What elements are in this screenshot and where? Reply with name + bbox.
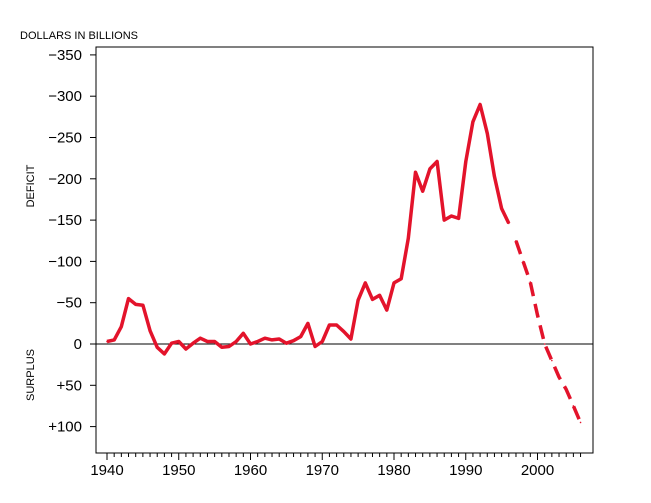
unit-label: DOLLARS IN BILLIONS [20,30,138,42]
data-point [522,260,524,263]
data-point [106,340,108,343]
data-point [113,339,115,341]
data-point [565,388,567,391]
x-tick-label: 2000 [521,462,554,479]
data-point [436,160,438,163]
data-point [378,294,381,297]
data-point [551,359,553,362]
data-point [464,160,467,163]
data-point [170,342,173,344]
series-layer [106,102,583,424]
y-tick-label: +100 [48,419,82,436]
data-point [393,282,395,284]
data-point [536,314,539,316]
data-point [486,132,489,135]
y-tick-label: −150 [48,212,82,229]
data-point [149,329,151,332]
data-point [285,342,288,344]
data-point [472,121,474,123]
data-point [328,324,331,326]
y-axis-title-surplus: SURPLUS [25,349,37,401]
plot-frame [95,46,594,454]
x-tick-label: 1960 [234,462,267,479]
data-point [407,237,410,240]
data-point [120,325,123,328]
data-point [228,345,230,348]
data-point [235,340,237,343]
data-point [314,345,316,348]
data-point [515,239,517,242]
x-tick-label: 1970 [306,462,339,479]
data-point [579,421,582,424]
data-point [400,277,402,280]
data-point [199,337,202,340]
data-point [529,281,532,283]
data-point [213,340,216,343]
data-point [386,309,388,311]
y-tick-label: −50 [57,295,82,312]
data-point [371,298,374,301]
data-point [493,175,496,178]
data-point [271,339,273,341]
y-tick-label: −250 [48,130,82,147]
x-tick-label: 1940 [90,462,123,479]
data-point [163,353,166,355]
y-tick-label: −200 [48,171,82,188]
data-point [450,215,453,217]
data-point [256,340,259,343]
projected-line [514,240,583,424]
y-axis-title-deficit: DEFICIT [25,164,37,207]
data-point [342,330,345,333]
data-point [142,304,144,306]
data-point [558,376,560,378]
x-tick-label: 1980 [377,462,410,479]
actual-line [106,102,511,356]
data-point [127,297,130,300]
data-point [299,335,302,338]
x-tick-label: 1950 [162,462,195,479]
data-point [185,348,187,350]
data-point [429,168,431,170]
data-point [321,340,324,343]
data-point [177,340,180,343]
data-point [500,207,503,210]
y-axis: −350 −300 −250 −200 −150 −100 −50 0 +50 +100 [48,47,96,436]
data-point [307,322,309,325]
data-point [364,282,367,284]
data-point [221,346,223,349]
data-point [264,337,266,340]
data-point [508,222,510,225]
y-tick-label: +50 [57,377,82,394]
data-point [292,339,295,342]
data-point [443,219,446,221]
y-tick-label: −300 [48,88,82,105]
data-point [414,171,417,173]
y-tick-label: −100 [48,253,82,270]
data-point [350,338,352,340]
data-point [134,303,137,306]
data-point [206,340,209,343]
data-point [335,324,338,326]
x-tick-label: 1990 [449,462,482,479]
x-axis: 1940 1950 1960 1970 1980 1990 2000 [90,453,582,479]
data-point [572,405,575,407]
data-point [543,343,546,345]
y-tick-label: −350 [48,47,82,64]
data-point [479,103,481,106]
data-point [192,342,194,344]
data-point [242,332,245,335]
data-point [357,299,359,302]
data-point [421,190,424,192]
data-point [278,338,281,340]
data-point [249,343,252,345]
data-point [156,346,159,349]
data-point [457,217,460,220]
y-tick-label: 0 [74,336,82,353]
